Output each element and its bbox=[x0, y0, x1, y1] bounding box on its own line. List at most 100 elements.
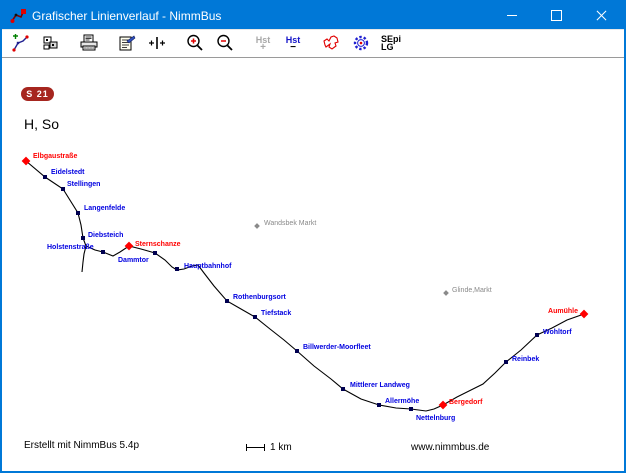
legend-tiles-button[interactable] bbox=[38, 31, 64, 55]
station-dammtor: Dammtor bbox=[118, 251, 157, 264]
region-map-button[interactable] bbox=[318, 31, 344, 55]
print-icon bbox=[80, 34, 98, 51]
service-days-label: H, So bbox=[24, 116, 60, 132]
station-label: Bergedorf bbox=[449, 399, 483, 406]
station-marker[interactable] bbox=[76, 211, 80, 215]
settings-gear-button[interactable] bbox=[348, 31, 374, 55]
station-marker[interactable] bbox=[175, 267, 179, 271]
station-marker[interactable] bbox=[101, 250, 105, 254]
station-bergedorf: Bergedorf bbox=[438, 399, 483, 410]
terminal-marker[interactable] bbox=[438, 400, 448, 410]
station-label: Reinbek bbox=[512, 356, 539, 363]
new-route-button[interactable] bbox=[8, 31, 34, 55]
station-rothenburgsort: Rothenburgsort bbox=[225, 294, 287, 303]
station-billwerder-moorfleet: Billwerder-Moorfleet bbox=[295, 344, 371, 353]
scale-bar bbox=[246, 444, 265, 451]
route-map: Wandsbek Markt Glinde,Markt Elbgaustraße Ei… bbox=[21, 153, 589, 422]
station-label: Mittlerer Landweg bbox=[350, 382, 410, 389]
station-label: Hauptbahnhof bbox=[184, 263, 232, 270]
station-marker[interactable] bbox=[253, 315, 257, 319]
fit-center-button[interactable] bbox=[144, 31, 170, 55]
station-wohltorf: Wohltorf bbox=[535, 329, 572, 337]
reference-marker bbox=[443, 290, 449, 296]
station-label: Diebsteich bbox=[88, 232, 123, 239]
sepi-lg-icon: SEpi LG bbox=[380, 34, 401, 52]
station-remove-button[interactable]: Hst − bbox=[280, 31, 306, 55]
station-stellingen: Stellingen bbox=[61, 181, 100, 191]
sepi-lg-button[interactable]: SEpi LG bbox=[378, 31, 404, 55]
station-diebsteich: Diebsteich bbox=[81, 232, 123, 240]
station-label: Langenfelde bbox=[84, 205, 125, 212]
station-label: Sternschanze bbox=[135, 241, 181, 248]
station-label: Holstenstraße bbox=[47, 244, 94, 251]
zoom-in-icon bbox=[187, 34, 203, 51]
station-holstenstra-e: Holstenstraße bbox=[47, 244, 105, 254]
station-langenfelde: Langenfelde bbox=[76, 205, 125, 215]
print-button[interactable] bbox=[76, 31, 102, 55]
station-label: Aumühle bbox=[548, 308, 578, 315]
zoom-in-button[interactable] bbox=[182, 31, 208, 55]
credit-label: Erstellt mit NimmBus 5.4p bbox=[24, 440, 140, 451]
station-remove-icon: Hst − bbox=[285, 34, 301, 53]
app-icon bbox=[10, 8, 26, 23]
titlebar: Grafischer Linienverlauf - NimmBus bbox=[2, 2, 624, 29]
station-label: Wohltorf bbox=[543, 329, 572, 336]
reference-point: Wandsbek Markt bbox=[254, 220, 316, 229]
station-hauptbahnhof: Hauptbahnhof bbox=[175, 263, 232, 271]
window-title: Grafischer Linienverlauf - NimmBus bbox=[32, 8, 222, 23]
station-marker[interactable] bbox=[61, 187, 65, 191]
station-eidelstedt: Eidelstedt bbox=[43, 169, 85, 179]
reference-label: Glinde,Markt bbox=[452, 287, 492, 294]
station-marker[interactable] bbox=[341, 387, 345, 391]
branch-line bbox=[81, 245, 87, 273]
scale-label: 1 km bbox=[270, 442, 292, 453]
region-map-icon bbox=[323, 35, 339, 50]
close-button[interactable] bbox=[579, 2, 624, 29]
station-marker[interactable] bbox=[81, 236, 85, 240]
map-canvas[interactable]: S 21 H, So Wandsbek Markt Glinde,Markt Elb… bbox=[2, 58, 624, 471]
station-mittlerer-landweg: Mittlerer Landweg bbox=[341, 382, 410, 391]
fit-center-icon bbox=[149, 37, 165, 49]
station-aum-hle: Aumühle bbox=[548, 308, 589, 319]
minimize-button[interactable] bbox=[489, 2, 534, 29]
properties-button[interactable] bbox=[114, 31, 140, 55]
close-icon bbox=[596, 10, 607, 21]
station-marker[interactable] bbox=[409, 407, 413, 411]
station-allerm-he: Allermöhe bbox=[377, 398, 419, 407]
zoom-out-button[interactable] bbox=[212, 31, 238, 55]
station-label: Billwerder-Moorfleet bbox=[303, 344, 371, 351]
legend-tiles-icon bbox=[43, 36, 58, 50]
station-marker[interactable] bbox=[153, 251, 157, 255]
station-add-button: Hst + bbox=[250, 31, 276, 55]
station-marker[interactable] bbox=[225, 299, 229, 303]
station-label: Allermöhe bbox=[385, 398, 419, 405]
station-reinbek: Reinbek bbox=[504, 356, 539, 364]
route-line bbox=[25, 160, 585, 412]
line-badge: S 21 bbox=[21, 87, 54, 101]
reference-marker bbox=[254, 223, 260, 229]
properties-icon bbox=[119, 35, 136, 51]
station-label: Nettelnburg bbox=[416, 415, 455, 422]
station-label: Tiefstack bbox=[261, 310, 291, 317]
reference-label: Wandsbek Markt bbox=[264, 220, 316, 227]
reference-point: Glinde,Markt bbox=[443, 287, 492, 296]
station-label: Elbgaustraße bbox=[33, 153, 77, 160]
station-marker[interactable] bbox=[295, 349, 299, 353]
station-marker[interactable] bbox=[377, 403, 381, 407]
station-label: Eidelstedt bbox=[51, 169, 85, 176]
station-label: Dammtor bbox=[118, 257, 149, 264]
maximize-icon bbox=[551, 10, 562, 21]
new-route-icon bbox=[12, 34, 29, 52]
station-marker[interactable] bbox=[43, 175, 47, 179]
station-tiefstack: Tiefstack bbox=[253, 310, 291, 319]
terminal-marker[interactable] bbox=[579, 309, 589, 319]
station-sternschanze: Sternschanze bbox=[124, 241, 181, 251]
station-label: Rothenburgsort bbox=[233, 294, 287, 301]
terminal-marker[interactable] bbox=[124, 241, 134, 251]
maximize-button[interactable] bbox=[534, 2, 579, 29]
station-nettelnburg: Nettelnburg bbox=[409, 407, 455, 422]
station-add-icon: Hst + bbox=[255, 34, 271, 53]
station-marker[interactable] bbox=[535, 333, 539, 337]
station-marker[interactable] bbox=[504, 360, 508, 364]
station-label: Stellingen bbox=[67, 181, 100, 188]
